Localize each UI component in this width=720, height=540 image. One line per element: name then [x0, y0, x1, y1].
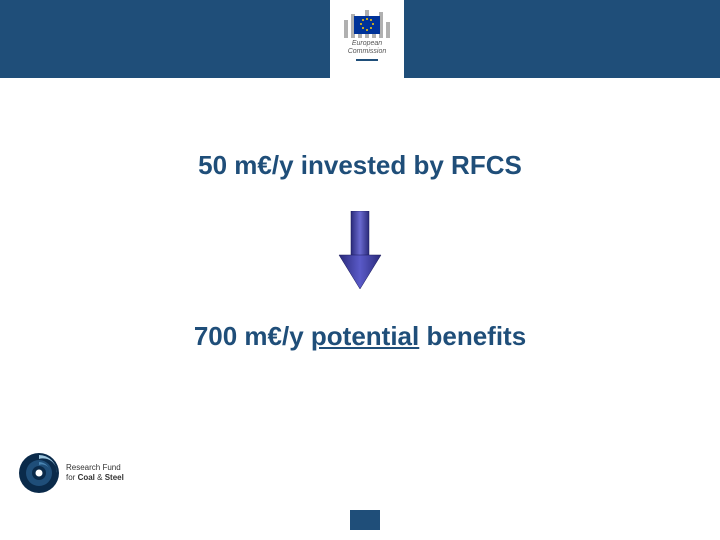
logo-org-line1: European	[352, 40, 382, 47]
swirl-icon	[18, 452, 60, 494]
rfcs-label: Research Fund for Coal & Steel	[66, 463, 124, 482]
eu-flag-icon	[354, 16, 380, 34]
logo-org-line2: Commission	[348, 48, 387, 55]
rfcs-line2-prefix: for	[66, 473, 78, 482]
ec-logo: European Commission	[330, 0, 404, 108]
rfcs-line2-amp: &	[95, 473, 105, 482]
headline-benefits: 700 m€/y potential benefits	[0, 321, 720, 352]
logo-underline	[356, 59, 378, 61]
headline-invested: 50 m€/y invested by RFCS	[0, 150, 720, 181]
logo-org-text: European Commission	[348, 40, 387, 55]
header-bar: European Commission	[0, 0, 720, 78]
rfcs-line2-steel: Steel	[105, 473, 124, 482]
down-arrow-icon	[0, 211, 720, 289]
rfcs-logo: Research Fund for Coal & Steel	[18, 452, 124, 494]
rfcs-line1: Research Fund	[66, 463, 121, 472]
footer-block	[350, 510, 380, 530]
benefits-suffix: benefits	[419, 321, 526, 351]
benefits-underlined: potential	[311, 321, 419, 351]
main-content: 50 m€/y invested by RFCS 700 m€/y potent…	[0, 150, 720, 352]
rfcs-line2-coal: Coal	[78, 473, 95, 482]
benefits-prefix: 700 m€/y	[194, 321, 311, 351]
